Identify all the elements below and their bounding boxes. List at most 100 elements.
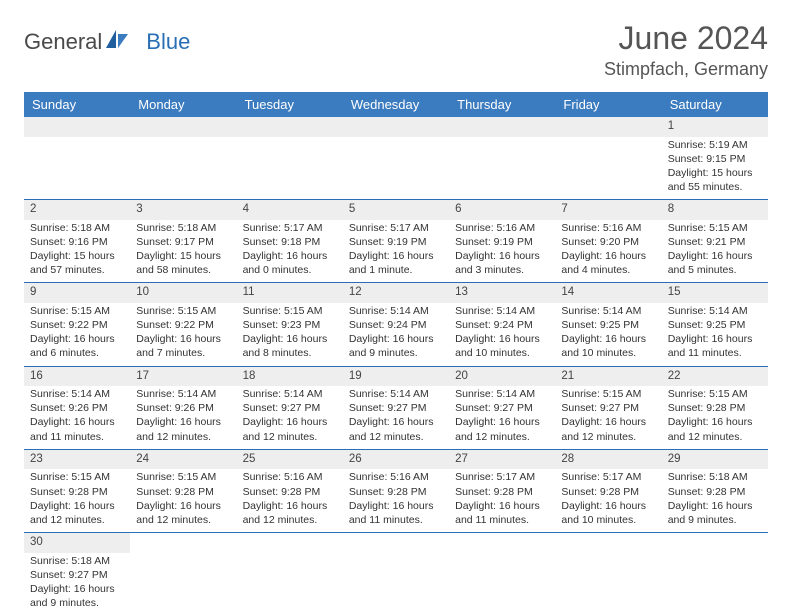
- daylight-text: Daylight: 15 hours and 57 minutes.: [30, 249, 124, 277]
- data-row: Sunrise: 5:15 AMSunset: 9:22 PMDaylight:…: [24, 303, 768, 366]
- day-number: 22: [662, 366, 768, 386]
- daynum-row: 23242526272829: [24, 449, 768, 469]
- day-cell: [555, 553, 661, 615]
- daynum-row: 9101112131415: [24, 283, 768, 303]
- sunrise-text: Sunrise: 5:15 AM: [136, 304, 230, 318]
- daylight-text: Daylight: 16 hours and 8 minutes.: [243, 332, 337, 360]
- sunrise-text: Sunrise: 5:15 AM: [668, 387, 762, 401]
- month-title: June 2024: [604, 20, 768, 57]
- sunrise-text: Sunrise: 5:14 AM: [243, 387, 337, 401]
- weekday-header: Saturday: [662, 92, 768, 117]
- day-number: 13: [449, 283, 555, 303]
- sunset-text: Sunset: 9:23 PM: [243, 318, 337, 332]
- daynum-row: 2345678: [24, 200, 768, 220]
- day-number: 15: [662, 283, 768, 303]
- sunset-text: Sunset: 9:28 PM: [349, 485, 443, 499]
- sunset-text: Sunset: 9:19 PM: [349, 235, 443, 249]
- sunset-text: Sunset: 9:27 PM: [561, 401, 655, 415]
- data-row: Sunrise: 5:15 AMSunset: 9:28 PMDaylight:…: [24, 469, 768, 532]
- daylight-text: Daylight: 16 hours and 12 minutes.: [668, 415, 762, 443]
- sunset-text: Sunset: 9:26 PM: [136, 401, 230, 415]
- data-row: Sunrise: 5:19 AMSunset: 9:15 PMDaylight:…: [24, 137, 768, 200]
- weekday-header: Monday: [130, 92, 236, 117]
- day-cell: Sunrise: 5:15 AMSunset: 9:28 PMDaylight:…: [24, 469, 130, 532]
- sunrise-text: Sunrise: 5:16 AM: [455, 221, 549, 235]
- daylight-text: Daylight: 16 hours and 11 minutes.: [349, 499, 443, 527]
- sail-icon: [104, 28, 130, 55]
- day-cell: [555, 137, 661, 200]
- day-number: 6: [449, 200, 555, 220]
- day-cell: Sunrise: 5:15 AMSunset: 9:21 PMDaylight:…: [662, 220, 768, 283]
- day-cell: Sunrise: 5:16 AMSunset: 9:20 PMDaylight:…: [555, 220, 661, 283]
- daylight-text: Daylight: 16 hours and 12 minutes.: [136, 415, 230, 443]
- day-number: [24, 117, 130, 137]
- location-label: Stimpfach, Germany: [604, 59, 768, 80]
- day-number: 29: [662, 449, 768, 469]
- sunrise-text: Sunrise: 5:15 AM: [561, 387, 655, 401]
- sunrise-text: Sunrise: 5:16 AM: [349, 470, 443, 484]
- sunset-text: Sunset: 9:27 PM: [243, 401, 337, 415]
- sunrise-text: Sunrise: 5:15 AM: [243, 304, 337, 318]
- day-number: [662, 533, 768, 553]
- data-row: Sunrise: 5:18 AMSunset: 9:27 PMDaylight:…: [24, 553, 768, 615]
- day-number: 8: [662, 200, 768, 220]
- sunset-text: Sunset: 9:24 PM: [349, 318, 443, 332]
- sunrise-text: Sunrise: 5:14 AM: [349, 304, 443, 318]
- sunset-text: Sunset: 9:28 PM: [30, 485, 124, 499]
- sunrise-text: Sunrise: 5:15 AM: [136, 470, 230, 484]
- sunrise-text: Sunrise: 5:18 AM: [30, 221, 124, 235]
- daynum-row: 1: [24, 117, 768, 137]
- sunset-text: Sunset: 9:22 PM: [136, 318, 230, 332]
- day-number: [449, 533, 555, 553]
- day-number: 27: [449, 449, 555, 469]
- daylight-text: Daylight: 16 hours and 12 minutes.: [243, 415, 337, 443]
- day-cell: Sunrise: 5:15 AMSunset: 9:27 PMDaylight:…: [555, 386, 661, 449]
- sunset-text: Sunset: 9:28 PM: [668, 401, 762, 415]
- daylight-text: Daylight: 16 hours and 12 minutes.: [30, 499, 124, 527]
- day-cell: [237, 137, 343, 200]
- sunset-text: Sunset: 9:25 PM: [561, 318, 655, 332]
- daylight-text: Daylight: 16 hours and 10 minutes.: [561, 499, 655, 527]
- day-number: 9: [24, 283, 130, 303]
- day-number: 28: [555, 449, 661, 469]
- day-number: 10: [130, 283, 236, 303]
- brand-name-main: General: [24, 29, 102, 55]
- day-number: 12: [343, 283, 449, 303]
- day-cell: Sunrise: 5:15 AMSunset: 9:28 PMDaylight:…: [662, 386, 768, 449]
- sunrise-text: Sunrise: 5:14 AM: [349, 387, 443, 401]
- daylight-text: Daylight: 16 hours and 9 minutes.: [30, 582, 124, 610]
- day-cell: [343, 137, 449, 200]
- sunset-text: Sunset: 9:28 PM: [243, 485, 337, 499]
- day-number: [130, 117, 236, 137]
- sunset-text: Sunset: 9:16 PM: [30, 235, 124, 249]
- daylight-text: Daylight: 16 hours and 11 minutes.: [30, 415, 124, 443]
- day-cell: Sunrise: 5:14 AMSunset: 9:25 PMDaylight:…: [555, 303, 661, 366]
- day-cell: Sunrise: 5:16 AMSunset: 9:28 PMDaylight:…: [237, 469, 343, 532]
- day-number: 3: [130, 200, 236, 220]
- sunset-text: Sunset: 9:28 PM: [455, 485, 549, 499]
- daylight-text: Daylight: 16 hours and 11 minutes.: [455, 499, 549, 527]
- day-cell: Sunrise: 5:18 AMSunset: 9:28 PMDaylight:…: [662, 469, 768, 532]
- day-number: [343, 117, 449, 137]
- day-number: 2: [24, 200, 130, 220]
- day-number: 14: [555, 283, 661, 303]
- day-number: 25: [237, 449, 343, 469]
- day-number: 23: [24, 449, 130, 469]
- daylight-text: Daylight: 16 hours and 11 minutes.: [668, 332, 762, 360]
- day-cell: Sunrise: 5:18 AMSunset: 9:17 PMDaylight:…: [130, 220, 236, 283]
- day-cell: Sunrise: 5:14 AMSunset: 9:25 PMDaylight:…: [662, 303, 768, 366]
- day-number: 5: [343, 200, 449, 220]
- sunset-text: Sunset: 9:27 PM: [30, 568, 124, 582]
- day-cell: [343, 553, 449, 615]
- sunrise-text: Sunrise: 5:15 AM: [668, 221, 762, 235]
- day-cell: Sunrise: 5:14 AMSunset: 9:27 PMDaylight:…: [449, 386, 555, 449]
- day-number: 4: [237, 200, 343, 220]
- sunset-text: Sunset: 9:20 PM: [561, 235, 655, 249]
- day-cell: Sunrise: 5:16 AMSunset: 9:19 PMDaylight:…: [449, 220, 555, 283]
- day-number: 17: [130, 366, 236, 386]
- weekday-header: Friday: [555, 92, 661, 117]
- daylight-text: Daylight: 16 hours and 3 minutes.: [455, 249, 549, 277]
- sunrise-text: Sunrise: 5:19 AM: [668, 138, 762, 152]
- data-row: Sunrise: 5:18 AMSunset: 9:16 PMDaylight:…: [24, 220, 768, 283]
- day-number: [555, 533, 661, 553]
